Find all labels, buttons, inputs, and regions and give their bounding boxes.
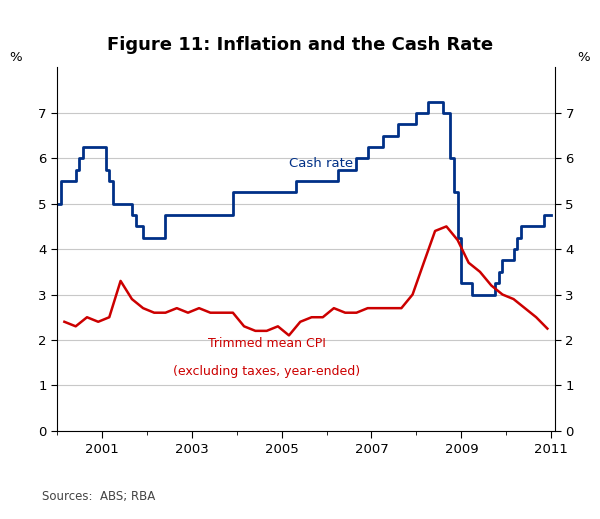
Text: Cash rate: Cash rate (289, 157, 353, 170)
Text: Figure 11: Inflation and the Cash Rate: Figure 11: Inflation and the Cash Rate (107, 36, 493, 54)
Text: %: % (10, 51, 22, 64)
Text: %: % (577, 51, 590, 64)
Text: (excluding taxes, year-ended): (excluding taxes, year-ended) (173, 365, 360, 378)
Text: Trimmed mean CPI: Trimmed mean CPI (208, 337, 326, 350)
Text: Sources:  ABS; RBA: Sources: ABS; RBA (42, 490, 155, 503)
